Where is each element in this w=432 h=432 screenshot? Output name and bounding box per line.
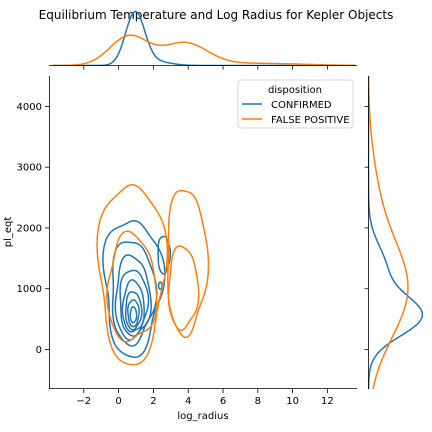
marginal-x-density-false-positive xyxy=(52,34,356,66)
right-marginal-axes xyxy=(364,76,424,389)
x-tick-label: 4 xyxy=(185,396,191,407)
y-tick-label: 4000 xyxy=(17,102,42,113)
kde-contour-confirmed xyxy=(119,269,150,337)
legend-label-confirmed: CONFIRMED xyxy=(271,100,332,111)
y-tick-label: 1000 xyxy=(17,284,42,295)
kde-contour-confirmed xyxy=(102,219,166,359)
y-tick-label: 3000 xyxy=(17,163,42,174)
marginal-y-density-confirmed xyxy=(368,76,424,389)
legend-frame xyxy=(237,79,354,129)
joint-axes: −2 0 2 4 6 8 10 12 0 1000 2000 3000 4000 log_radius… xyxy=(3,76,357,422)
kde-contour-false-positive xyxy=(167,245,200,332)
kde-contour-confirmed xyxy=(124,291,143,331)
legend-label-false-positive: FALSE POSITIVE xyxy=(271,115,350,126)
x-axis-label: log_radius xyxy=(177,411,228,422)
marginal-y-density-false-positive xyxy=(368,76,409,389)
top-marginal-axes xyxy=(49,10,357,70)
x-tick-label: 8 xyxy=(255,396,261,407)
kde-contour-false-positive xyxy=(106,230,158,343)
y-tick-label: 2000 xyxy=(17,223,42,234)
kde-contour-false-positive xyxy=(167,189,210,339)
x-tick-label: 10 xyxy=(286,396,299,407)
legend: disposition CONFIRMED FALSE POSITIVE xyxy=(237,79,354,129)
x-tick-label: −2 xyxy=(76,396,91,407)
y-tick-label: 0 xyxy=(36,345,42,356)
x-tick-label: 6 xyxy=(220,396,226,407)
x-tick-label: 12 xyxy=(321,396,334,407)
chart-title: Equilibrium Temperature and Log Radius f… xyxy=(39,8,394,22)
kde-contour-confirmed xyxy=(127,299,140,328)
kde-contour-false-positive xyxy=(96,183,169,366)
legend-title: disposition xyxy=(268,85,322,96)
kde-contour-confirmed xyxy=(129,306,138,324)
y-axis-label: pl_eqt xyxy=(3,217,14,248)
x-tick-label: 2 xyxy=(150,396,156,407)
kde-contour-confirmed xyxy=(121,279,145,333)
x-tick-label: 0 xyxy=(115,396,121,407)
